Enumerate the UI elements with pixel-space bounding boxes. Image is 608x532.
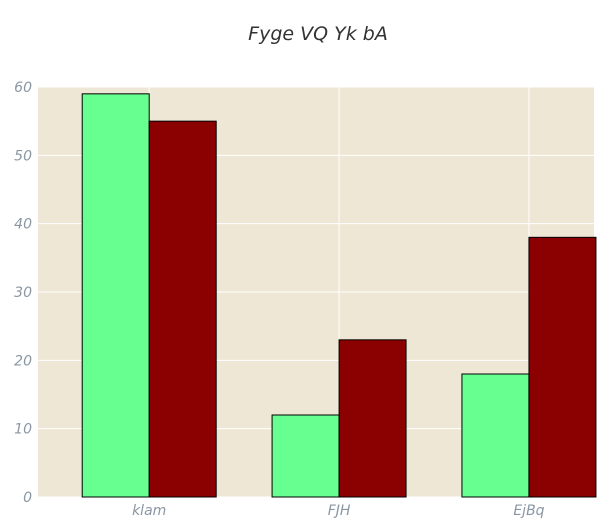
y-tick-label: 40: [14, 217, 32, 233]
bars: [81, 93, 597, 498]
y-tick-label: 0: [23, 490, 32, 506]
bar-series1-EjBq: [461, 373, 530, 498]
y-tick-label: 10: [14, 422, 32, 438]
y-axis-ticks: 0 10 20 30 40 50 60: [14, 80, 32, 506]
bar-series1-FJH: [271, 414, 340, 498]
bar-series1-klam: [81, 93, 150, 498]
y-tick-label: 30: [14, 285, 32, 301]
y-tick-label: 20: [14, 353, 32, 369]
bar-series2-EjBq: [528, 236, 597, 498]
x-tick-label: klam: [132, 503, 166, 519]
x-tick-label: EjBq: [513, 503, 544, 519]
bar-series2-klam: [148, 120, 217, 498]
bar-series2-FJH: [338, 339, 407, 498]
chart-title: Fyge VQ Yk bA: [248, 23, 388, 45]
x-tick-label: FJH: [328, 503, 351, 519]
x-axis-ticks: klam FJH EjBq: [132, 503, 545, 519]
y-tick-label: 50: [14, 148, 32, 164]
y-tick-label: 60: [14, 80, 32, 96]
